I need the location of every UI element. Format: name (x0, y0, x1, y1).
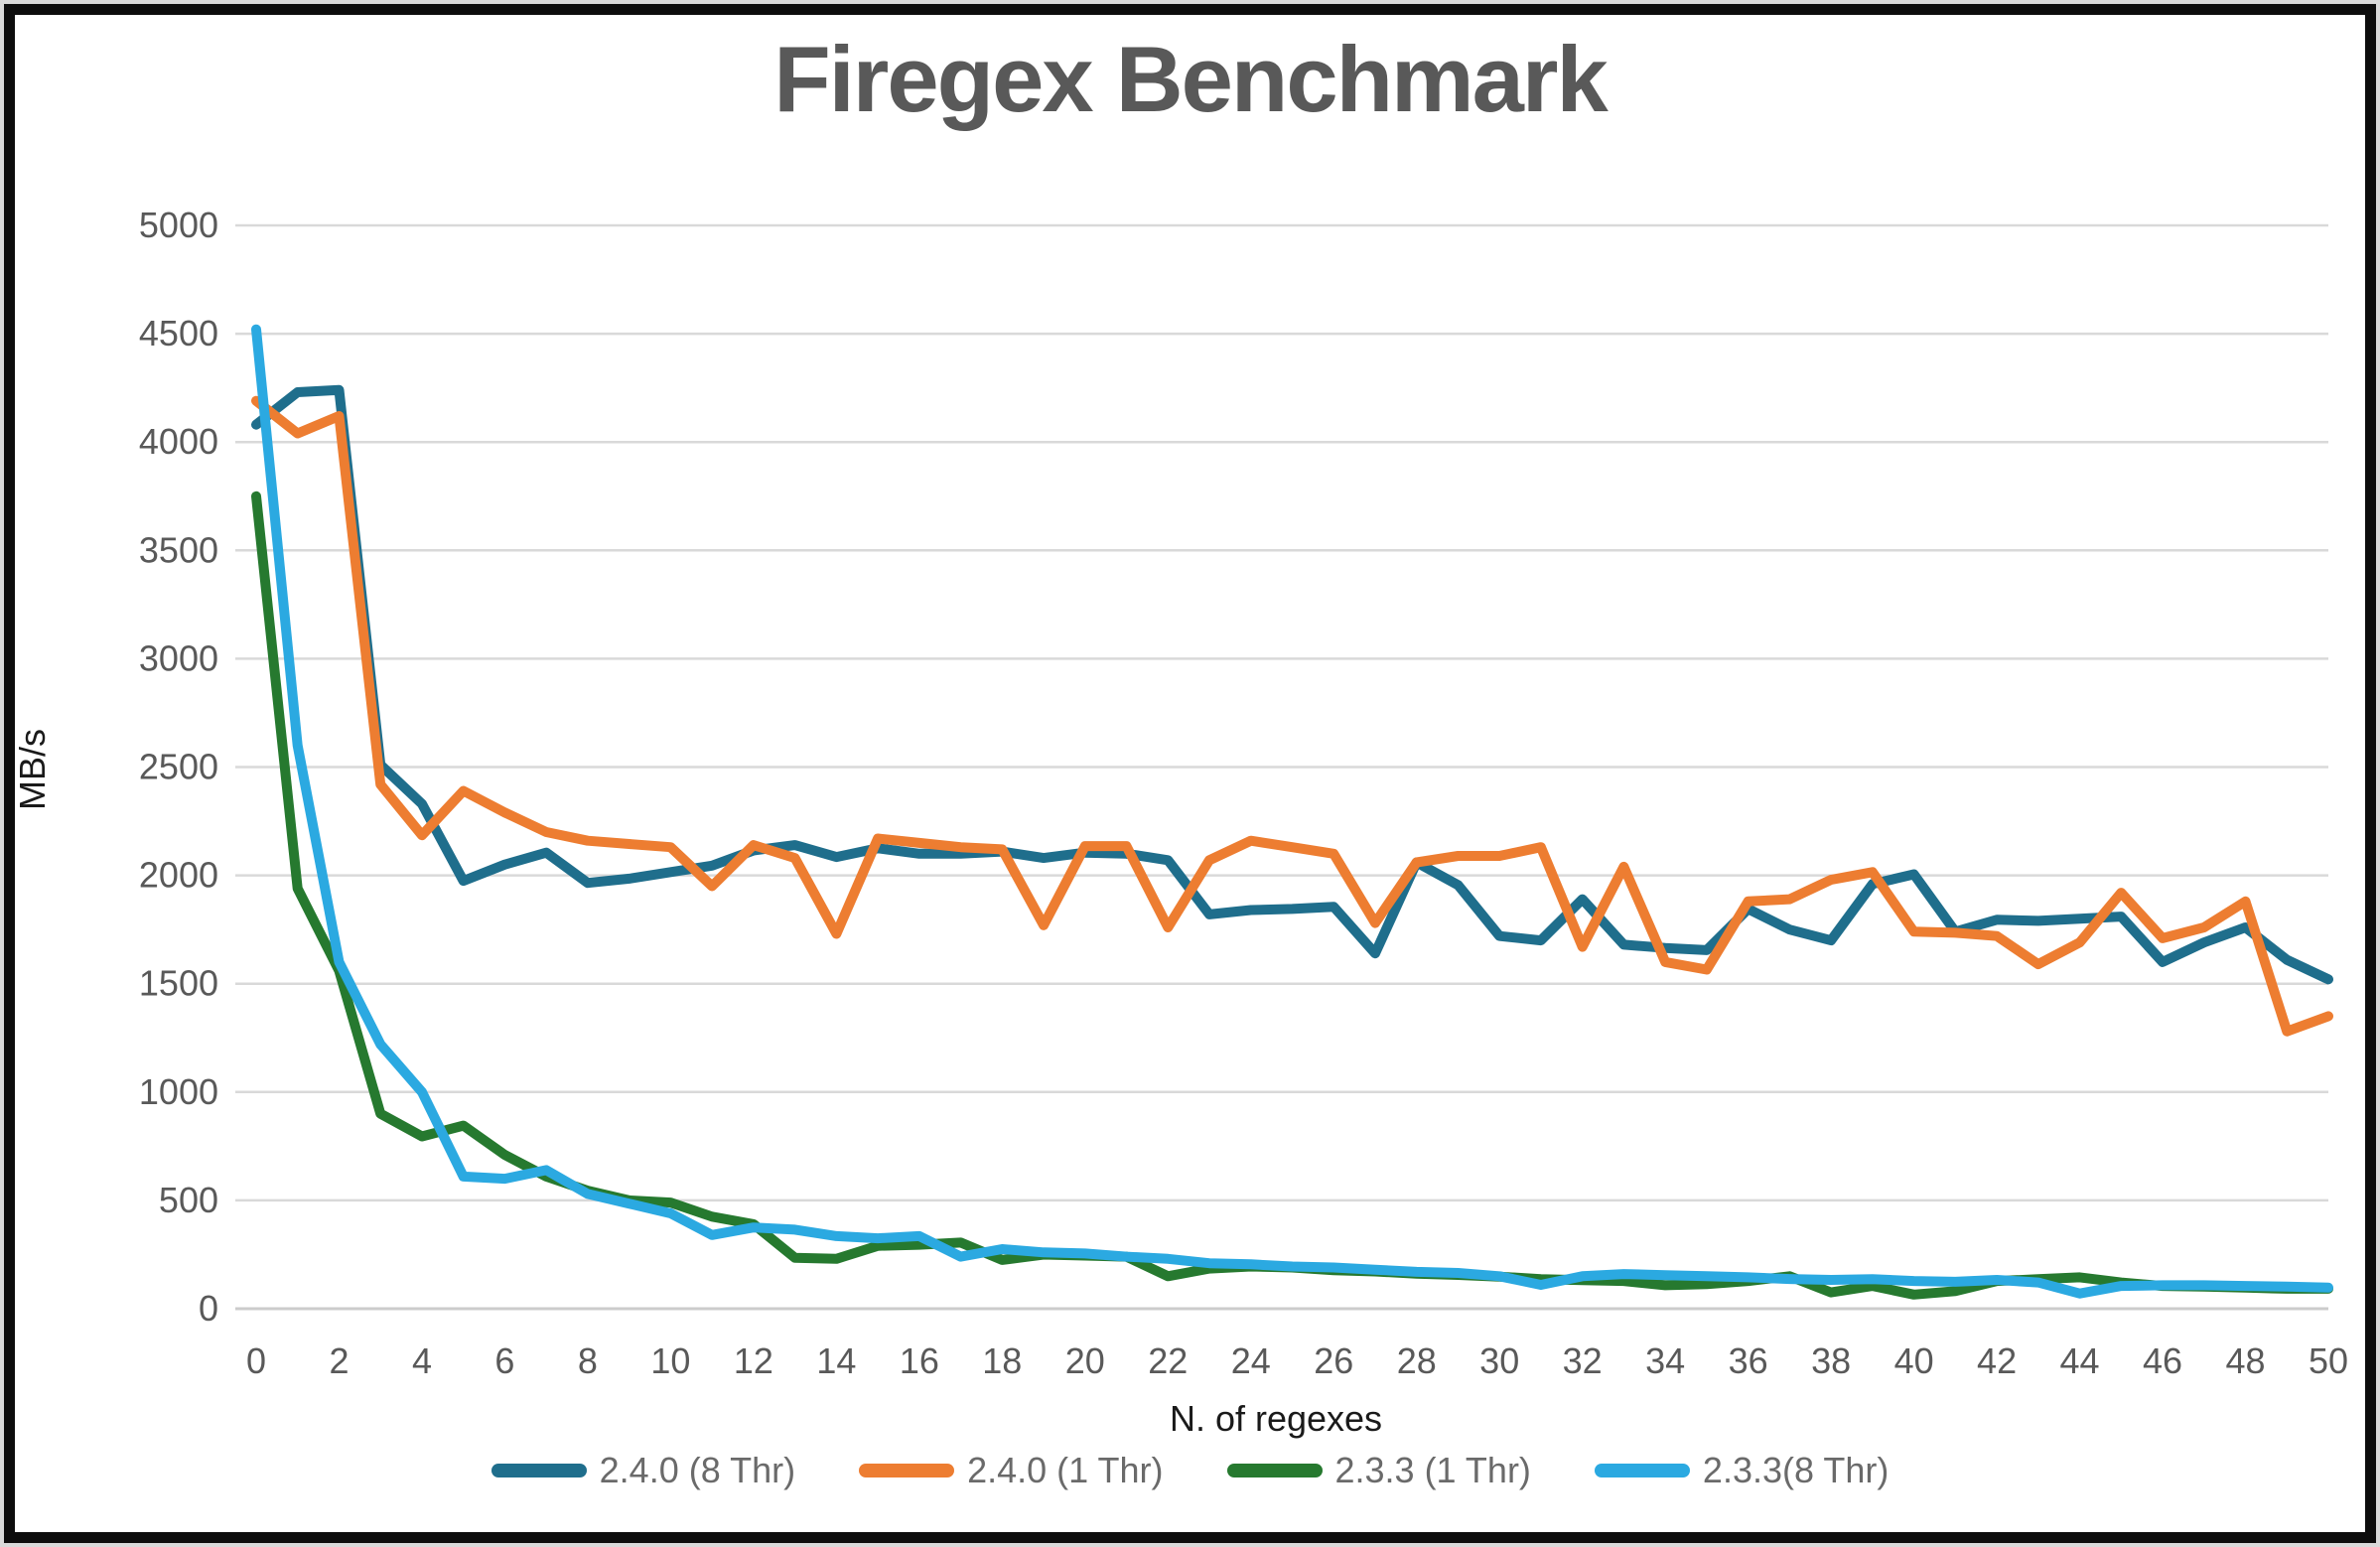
legend-swatch (490, 1464, 587, 1477)
legend-label: 2.4.0 (8 Thr) (599, 1450, 796, 1490)
x-tick-label: 38 (1811, 1340, 1851, 1381)
y-tick-label: 1000 (139, 1071, 218, 1112)
x-tick-label: 0 (246, 1340, 266, 1381)
y-axis-labels: 0 500 1000 1500 2000 2500 3000 3500 4000 4500 5000 (139, 205, 218, 1329)
x-tick-label: 4 (412, 1340, 432, 1381)
y-tick-label: 1500 (139, 963, 218, 1004)
y-tick-label: 4500 (139, 313, 218, 353)
x-tick-label: 16 (900, 1340, 939, 1381)
legend-label: 2.4.0 (1 Thr) (967, 1450, 1164, 1490)
x-tick-label: 10 (650, 1340, 690, 1381)
series-lines (251, 324, 2333, 1300)
x-tick-label: 30 (1479, 1340, 1519, 1381)
y-tick-label: 5000 (139, 205, 218, 245)
x-tick-label: 20 (1065, 1340, 1105, 1381)
x-tick-label: 24 (1231, 1340, 1271, 1381)
y-tick-label: 3500 (139, 529, 218, 570)
legend-label: 2.3.3 (1 Thr) (1334, 1450, 1531, 1490)
series-line-2-3-3-8-thr (251, 324, 2333, 1299)
y-tick-label: 0 (199, 1288, 218, 1329)
legend-swatch (1226, 1464, 1323, 1477)
chart-title: Firegex Benchmark (773, 27, 1608, 131)
x-tick-label: 48 (2225, 1340, 2265, 1381)
x-tick-label: 46 (2143, 1340, 2182, 1381)
legend-item-1: 2.4.0 (1 Thr) (859, 1450, 1164, 1491)
series-line-2-3-3-1-thr (251, 491, 2333, 1300)
gridlines (235, 223, 2328, 1311)
legend-item-2: 2.3.3 (1 Thr) (1226, 1450, 1531, 1491)
y-tick-label: 4000 (139, 421, 218, 462)
x-tick-label: 40 (1894, 1340, 1934, 1381)
y-tick-label: 2000 (139, 855, 218, 896)
x-tick-label: 14 (816, 1340, 856, 1381)
x-tick-label: 50 (2309, 1340, 2348, 1381)
legend-item-3: 2.3.3(8 Thr) (1594, 1450, 1890, 1491)
x-tick-label: 22 (1148, 1340, 1188, 1381)
legend-swatch (859, 1464, 955, 1477)
x-axis-title: N. of regexes (1169, 1398, 1383, 1439)
x-tick-label: 34 (1645, 1340, 1685, 1381)
legend-label: 2.3.3(8 Thr) (1702, 1450, 1890, 1490)
x-tick-label: 6 (494, 1340, 514, 1381)
legend-item-0: 2.4.0 (8 Thr) (490, 1450, 796, 1491)
legend: 2.4.0 (8 Thr) 2.4.0 (1 Thr) 2.3.3 (1 Thr) 2… (0, 1450, 2380, 1491)
x-tick-label: 26 (1314, 1340, 1353, 1381)
x-tick-label: 44 (2060, 1340, 2100, 1381)
legend-swatch (1594, 1464, 1690, 1477)
y-tick-label: 3000 (139, 637, 218, 678)
x-tick-label: 28 (1397, 1340, 1437, 1381)
x-tick-label: 12 (734, 1340, 773, 1381)
x-tick-label: 36 (1729, 1340, 1768, 1381)
y-tick-label: 500 (159, 1180, 218, 1220)
x-tick-label: 32 (1563, 1340, 1603, 1381)
x-tick-label: 42 (1977, 1340, 2017, 1381)
x-tick-label: 8 (578, 1340, 598, 1381)
series-line-2-4-0-1-thr (251, 395, 2333, 1037)
y-tick-label: 2500 (139, 747, 218, 787)
series-line-2-4-0-8-thr (251, 384, 2333, 985)
x-tick-label: 2 (329, 1340, 349, 1381)
x-tick-label: 18 (982, 1340, 1022, 1381)
x-axis-labels: 0 2 4 6 8 10 12 14 16 18 20 22 24 26 28 30 32 34 36 38 40 42 4… (246, 1340, 2348, 1381)
